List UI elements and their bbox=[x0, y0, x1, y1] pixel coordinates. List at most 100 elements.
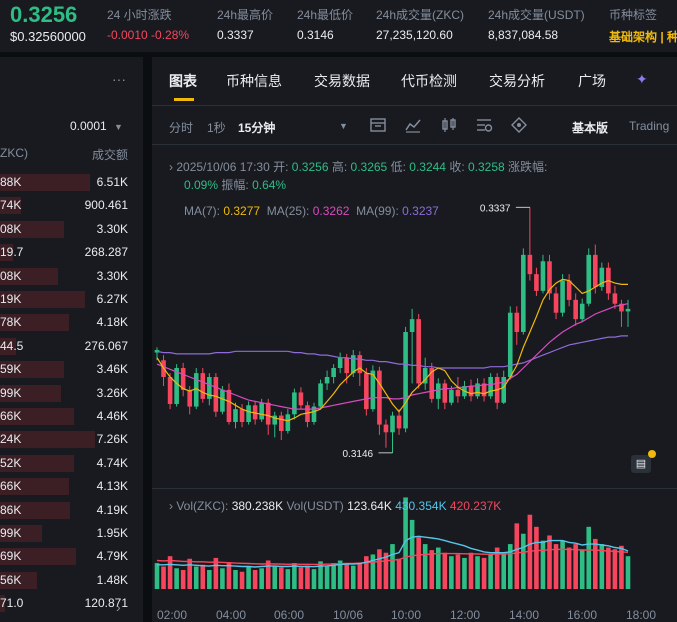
tab-trade-data[interactable]: 交易数据 bbox=[314, 73, 370, 89]
x-axis-tick: 12:00 bbox=[450, 608, 480, 622]
trade-row: 66K 4.46K bbox=[0, 408, 130, 425]
volume-bar bbox=[193, 566, 199, 589]
precision-select[interactable]: 0.0001 ▼ bbox=[70, 119, 123, 133]
low-annotation: 0.3146 bbox=[343, 449, 374, 460]
candle-body bbox=[180, 368, 186, 390]
trade-amount: 66K bbox=[0, 479, 22, 494]
ma25-label: MA(25): bbox=[266, 204, 310, 218]
x-axis-tick: 16:00 bbox=[567, 608, 597, 622]
trade-amount: 99K bbox=[0, 385, 22, 400]
ohlc-close: 0.3258 bbox=[468, 160, 505, 174]
volume-bar bbox=[318, 561, 323, 589]
drawing-tool-icon[interactable] bbox=[510, 116, 528, 134]
vol-usdt-value: 123.64K bbox=[347, 499, 392, 513]
x-axis-tick: 10:00 bbox=[391, 608, 421, 622]
candle-body bbox=[514, 312, 520, 332]
depth-bar bbox=[0, 197, 22, 215]
volume-bar bbox=[553, 544, 559, 589]
x-axis-tick: 06:00 bbox=[274, 608, 304, 622]
interval-time[interactable]: 分时 bbox=[169, 121, 194, 135]
trade-row: 86K 4.19K bbox=[0, 501, 130, 519]
stat-label-high: 24h最高价 bbox=[217, 8, 274, 22]
candle-body bbox=[560, 280, 565, 313]
volume-bar bbox=[259, 568, 264, 589]
candle-body bbox=[318, 383, 323, 407]
indicator-icon[interactable] bbox=[369, 116, 387, 134]
tab-token-check[interactable]: 代币检测 bbox=[401, 73, 457, 89]
stat-value-tags[interactable]: 基础架构 | 种 bbox=[609, 30, 677, 44]
trade-total: 3.30K bbox=[96, 268, 128, 283]
volume-bar bbox=[501, 552, 507, 589]
chevron-right-icon[interactable]: › bbox=[116, 599, 121, 615]
candle-body bbox=[324, 377, 330, 384]
x-axis-tick: 10/06 bbox=[333, 608, 363, 622]
tab-chart[interactable]: 图表 bbox=[169, 73, 197, 89]
depth-bar bbox=[0, 431, 96, 449]
expand-volume-icon[interactable]: › bbox=[169, 499, 173, 513]
stat-value-vol-zkc: 27,235,120.60 bbox=[376, 28, 453, 42]
x-axis-tick: 18:00 bbox=[626, 608, 656, 622]
trade-total: 4.13K bbox=[96, 479, 128, 494]
tradingview-toggle[interactable]: Trading bbox=[629, 119, 670, 133]
candle-body bbox=[337, 357, 343, 368]
tabs-divider bbox=[152, 105, 677, 106]
candle-body bbox=[233, 409, 238, 422]
ohlc-low-label: 低: bbox=[390, 160, 406, 174]
volume-bar bbox=[233, 570, 238, 589]
trade-row: 69K 4.79K bbox=[0, 548, 130, 566]
candle-body bbox=[350, 355, 356, 374]
caret-down-icon: ▼ bbox=[114, 122, 123, 132]
candle-body bbox=[435, 383, 441, 399]
volume-divider bbox=[152, 488, 677, 489]
trade-row: 52K 4.74K bbox=[0, 454, 130, 472]
volume-bar bbox=[625, 556, 631, 589]
candle-body bbox=[187, 389, 193, 407]
candle-body bbox=[599, 267, 605, 287]
candle-body bbox=[566, 280, 572, 300]
trade-row: 59K 3.46K bbox=[0, 361, 130, 379]
volume-bar bbox=[547, 535, 552, 589]
volume-bar bbox=[521, 533, 526, 589]
depth-bar bbox=[0, 220, 64, 238]
ohlc-high-label: 高: bbox=[331, 160, 348, 174]
candle-body bbox=[383, 424, 389, 433]
volume-bar bbox=[566, 547, 572, 589]
candle-body bbox=[174, 368, 179, 404]
expand-chevron-icon[interactable]: › bbox=[169, 160, 173, 174]
volume-bar bbox=[429, 550, 435, 589]
news-widget-icon[interactable]: ▤ bbox=[631, 455, 651, 473]
interval-15m[interactable]: 15分钟 bbox=[238, 121, 276, 135]
more-icon[interactable]: ··· bbox=[112, 71, 126, 87]
volume-bar bbox=[592, 538, 598, 589]
tab-square[interactable]: 广场 bbox=[578, 73, 606, 89]
stat-label-vol-usdt: 24h成交量(USDT) bbox=[488, 8, 585, 22]
trade-amount: 19.7 bbox=[0, 245, 24, 260]
candle-body bbox=[612, 293, 618, 304]
ai-sparkle-icon[interactable]: ✦ bbox=[636, 71, 648, 87]
trade-row: 19K 6.27K bbox=[0, 291, 130, 308]
trade-row: 78K 4.18K bbox=[0, 314, 130, 332]
candle-body bbox=[488, 377, 493, 397]
basic-version-toggle[interactable]: 基本版 bbox=[572, 121, 609, 135]
trade-row: 08K 3.30K bbox=[0, 267, 130, 285]
line-chart-icon[interactable] bbox=[404, 116, 422, 134]
trade-amount: 66K bbox=[0, 409, 22, 423]
ma25-value: 0.3262 bbox=[312, 204, 350, 218]
trades-panel: ··· 0.0001 ▼ ZKC) 成交额 88K 6.51K 74K 900.461… bbox=[0, 57, 143, 622]
col-header-total: 成交额 bbox=[91, 148, 128, 162]
stat-label-change: 24 小时涨跌 bbox=[107, 8, 172, 22]
depth-bar bbox=[0, 361, 64, 379]
tab-trade-analysis[interactable]: 交易分析 bbox=[489, 73, 545, 89]
candle-body bbox=[292, 392, 297, 415]
interval-1s[interactable]: 1秒 bbox=[207, 121, 226, 135]
chart-settings-icon[interactable] bbox=[475, 116, 493, 134]
candle-body bbox=[422, 368, 428, 384]
volume-bar bbox=[534, 526, 539, 589]
tab-coin-info[interactable]: 币种信息 bbox=[226, 73, 282, 89]
volume-bar bbox=[246, 566, 251, 589]
volume-bar bbox=[527, 514, 533, 589]
candle-body bbox=[462, 386, 467, 397]
trade-amount: 56K bbox=[0, 572, 22, 587]
interval-dropdown-icon[interactable]: ▼ bbox=[339, 121, 348, 131]
candle-type-icon[interactable] bbox=[440, 116, 458, 134]
